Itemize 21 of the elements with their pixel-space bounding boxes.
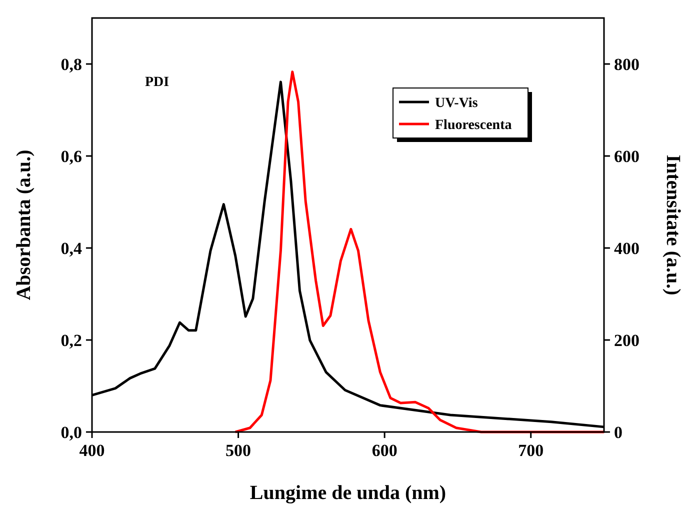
- y-tick-label: 0,8: [60, 55, 82, 74]
- y2-tick-label: 600: [614, 147, 640, 166]
- y-tick-label: 0,6: [60, 147, 82, 166]
- legend-label: UV-Vis: [435, 96, 478, 111]
- y-tick-label: 0,0: [60, 423, 82, 442]
- annotation: PDI: [145, 75, 170, 90]
- y2-tick-label: 800: [614, 55, 640, 74]
- legend-label: Fluorescenta: [435, 118, 512, 133]
- y2-tick-label: 200: [614, 331, 640, 350]
- y2-axis-title: Intensitate (a.u.): [662, 154, 684, 296]
- y2-tick-label: 0: [614, 423, 622, 442]
- line-series: [234, 70, 606, 434]
- x-tick-label: 400: [79, 441, 105, 460]
- x-tick-label: 500: [226, 441, 252, 460]
- y-tick-label: 0,2: [60, 331, 82, 350]
- y-tick-label: 0,4: [60, 239, 82, 258]
- x-axis-title: Lungime de unda (nm): [250, 482, 446, 504]
- y2-tick-label: 400: [614, 239, 640, 258]
- x-tick-label: 600: [372, 441, 398, 460]
- x-tick-label: 700: [518, 441, 544, 460]
- y-axis-title: Absorbanta (a.u.): [13, 150, 35, 300]
